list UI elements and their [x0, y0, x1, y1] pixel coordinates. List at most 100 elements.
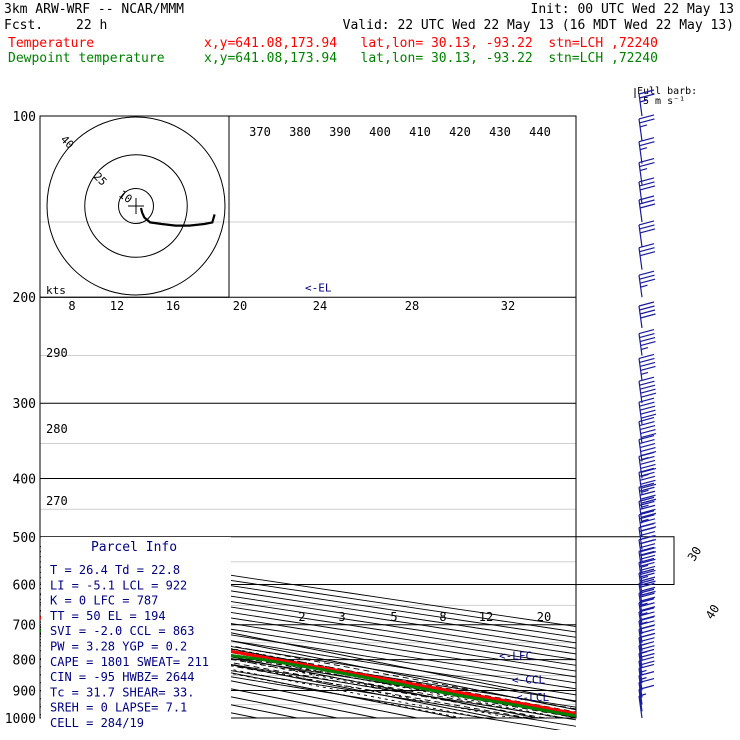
- parcel-info-bg: [41, 537, 231, 729]
- pressure-label-200: 200: [13, 291, 36, 306]
- dry-adiabat-label-270: 270: [46, 494, 68, 508]
- moist-adiabat-label-12: 12: [110, 299, 124, 313]
- dry-adiabat-label-370: 370: [249, 125, 271, 139]
- plot-border: [39, 115, 577, 719]
- pressure-label-600: 600: [13, 578, 36, 593]
- mixing-ratio-label-8: 8: [439, 610, 446, 624]
- pressure-label-400: 400: [13, 472, 36, 487]
- wind-barb-100: [638, 89, 655, 117]
- hodograph-ring-label-40: 40: [58, 133, 77, 152]
- parcel-info-row: CELL = 284/19: [50, 716, 144, 730]
- wind-barb-425: [638, 467, 657, 495]
- wind-barb-110: [638, 114, 655, 141]
- chart-frame: [39, 115, 675, 719]
- mixing-ratio-label-5: 5: [390, 610, 397, 624]
- isotherm-label-30: 30: [685, 544, 705, 564]
- model-title: 3km ARW-WRF -- NCAR/MMM: [4, 2, 185, 17]
- dry-adiabat-320: [40, 615, 576, 702]
- parcel-info-row: SVI = -2.0 CCL = 863: [50, 624, 195, 638]
- lcl-marker: <-LCL: [516, 691, 549, 704]
- chart-series: [40, 616, 576, 718]
- legend-temperature: Temperature: [8, 36, 95, 51]
- wind-barb-400: [638, 451, 657, 479]
- el-marker: <-EL: [305, 281, 332, 294]
- moist-adiabat-label-16: 16: [166, 299, 180, 313]
- dry-adiabat-label-390: 390: [329, 125, 351, 139]
- moist-adiabat-label-20: 20: [233, 299, 247, 313]
- moist-adiabat-28: [40, 613, 576, 713]
- wind-barb-200: [638, 270, 656, 298]
- hodograph: kts 10 25 40: [46, 116, 226, 297]
- wind-barb-180: [638, 243, 656, 270]
- lfc-marker: <-LFC: [499, 649, 532, 662]
- parcel-info-row: PW = 3.28 YGP = 0.2: [50, 640, 187, 654]
- wind-barb-500: [638, 510, 657, 537]
- parcel-info-panel: Parcel Info T = 26.4 Td = 22.8LI = -5.1 L…: [41, 537, 231, 730]
- moist-adiabat-32: [40, 610, 576, 710]
- chart-labels: 1000900800700600500400300200100-80-70-60…: [5, 110, 723, 727]
- parcel-info-row: CAPE = 1801 SWEAT= 211: [50, 655, 209, 669]
- pressure-label-1000: 1000: [5, 712, 36, 727]
- moist-adiabat-label-28: 28: [405, 299, 419, 313]
- ccl-marker: <-CCL: [512, 673, 545, 686]
- dry-adiabat-label-280: 280: [46, 422, 68, 436]
- forecast-hour: 22 h: [76, 18, 108, 33]
- wind-barb-120: [638, 137, 655, 164]
- parcel-info-row: T = 26.4 Td = 22.8: [50, 563, 180, 577]
- dry-adiabat-330: [40, 609, 576, 696]
- barb-legend-title: Full barb:: [637, 86, 697, 97]
- hodograph-ring-25: [84, 154, 188, 258]
- wind-barb-250: [638, 328, 656, 356]
- moist-adiabat-label-24: 24: [313, 299, 327, 313]
- dry-adiabat-280: [40, 639, 576, 727]
- dry-adiabat-label-290: 290: [46, 346, 68, 360]
- pressure-label-900: 900: [13, 684, 36, 699]
- mixing-ratio-label-12: 12: [479, 610, 493, 624]
- mixing-ratio-8: [40, 622, 540, 719]
- wind-barb-725: [638, 607, 656, 635]
- dry-adiabat-270: [40, 645, 562, 730]
- moist-adiabat-8: [40, 632, 530, 719]
- mixing-ratio-label-20: 20: [537, 610, 551, 624]
- hodograph-ring-40: [46, 116, 226, 296]
- wind-barbs: Full barb:5 m s⁻¹: [634, 86, 697, 719]
- moist-adiabat-16: [40, 625, 562, 719]
- temperature-profile: [40, 616, 576, 715]
- moist-adiabat-label-8: 8: [68, 299, 75, 313]
- forecast-label: Fcst.: [4, 18, 44, 33]
- pressure-label-300: 300: [13, 397, 36, 412]
- mixing-ratio-label-2: 2: [298, 610, 305, 624]
- dry-adiabat-label-440: 440: [529, 125, 551, 139]
- pressure-label-100: 100: [13, 110, 36, 125]
- location-temperature: x,y=641.08,173.94 lat,lon= 30.13, -93.22…: [204, 36, 658, 51]
- hodograph-trace: [139, 207, 216, 227]
- barb-legend-value: 5 m s⁻¹: [643, 96, 685, 107]
- hodograph-units: kts: [46, 284, 66, 297]
- dry-adiabat-label-430: 430: [489, 125, 511, 139]
- wind-barb-165: [638, 220, 656, 248]
- parcel-info-title: Parcel Info: [91, 540, 177, 555]
- barb-panel-outline: [576, 536, 675, 585]
- moist-adiabat-label-32: 32: [501, 299, 515, 313]
- wind-barb-300: [638, 376, 657, 404]
- wind-barb-325: [638, 397, 657, 425]
- valid-time: Valid: 22 UTC Wed 22 May 13 (16 MDT Wed …: [342, 18, 734, 33]
- parcel-info-row: Tc = 31.7 SHEAR= 33.: [50, 685, 195, 699]
- pressure-label-800: 800: [13, 654, 36, 669]
- dry-adiabat-label-410: 410: [409, 125, 431, 139]
- dewpoint-profile: [40, 629, 576, 718]
- parcel-info-row: SREH = 0 LAPSE= 7.1: [50, 701, 187, 715]
- wind-barb-275: [638, 353, 656, 381]
- wind-barb-575: [638, 546, 656, 574]
- dry-adiabat-label-420: 420: [449, 125, 471, 139]
- legend-dewpoint: Dewpoint temperature: [8, 51, 165, 66]
- init-time: Init: 00 UTC Wed 22 May 13: [530, 2, 735, 17]
- parcel-info-row: CIN = -95 HWBZ= 2644: [50, 670, 195, 684]
- dry-adiabat-310: [40, 621, 576, 708]
- isotherm-label-40: 40: [703, 602, 723, 622]
- pressure-label-500: 500: [13, 531, 36, 546]
- dry-adiabat-label-400: 400: [369, 125, 391, 139]
- parcel-info-row: LI = -5.1 LCL = 922: [50, 578, 187, 592]
- hodograph-ring-10: [118, 188, 154, 224]
